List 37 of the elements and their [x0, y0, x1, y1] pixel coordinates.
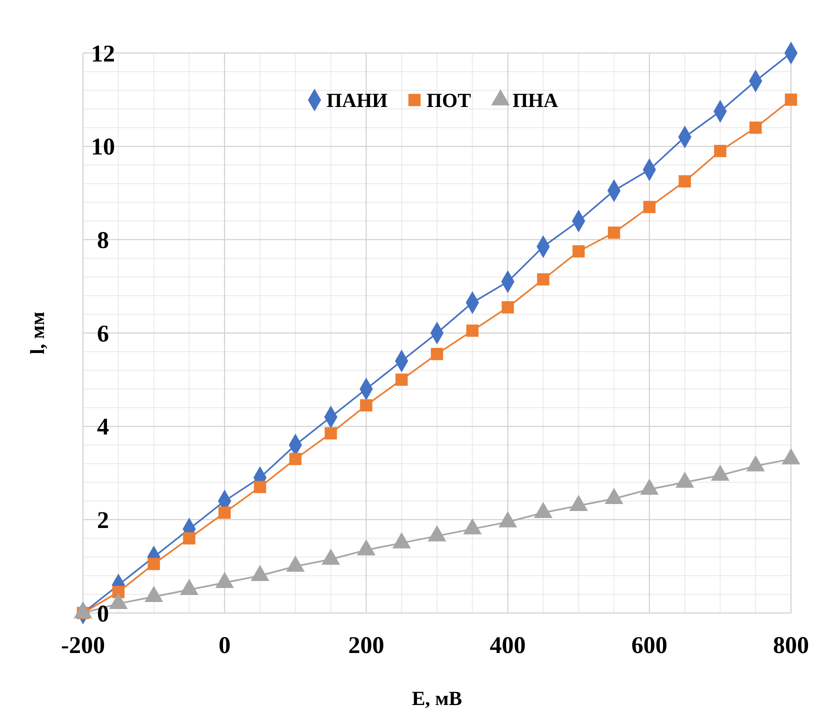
- point: [714, 144, 726, 158]
- legend-label: ПАНИ: [326, 90, 388, 112]
- point: [643, 200, 656, 214]
- point: [360, 399, 372, 412]
- x-tick-label: 0: [218, 633, 231, 659]
- point: [183, 532, 196, 544]
- point: [395, 374, 408, 386]
- x-tick-label: 200: [348, 633, 384, 659]
- x-tick-label: 600: [631, 633, 668, 659]
- point: [749, 122, 762, 134]
- legend-label: ПНА: [512, 90, 559, 112]
- point: [784, 94, 798, 106]
- x-tick-label: 400: [490, 633, 526, 659]
- point: [430, 348, 444, 360]
- point: [324, 427, 337, 440]
- y-axis-title: l, мм: [27, 312, 49, 354]
- y-tick-label: 6: [97, 321, 109, 348]
- y-tick-label: 12: [91, 41, 115, 68]
- point: [572, 245, 585, 258]
- point: [218, 506, 231, 519]
- point: [608, 226, 620, 239]
- x-axis-title: E, мВ: [412, 688, 462, 710]
- y-tick-label: 8: [97, 228, 109, 254]
- point: [148, 558, 160, 570]
- y-tick-label: 4: [97, 414, 109, 441]
- legend-label: ПОТ: [426, 90, 472, 112]
- point: [289, 452, 302, 466]
- x-tick-label: 800: [773, 633, 809, 659]
- point: [678, 175, 691, 188]
- y-tick-label: 10: [91, 134, 115, 161]
- x-tick-label: -200: [61, 633, 105, 659]
- point: [466, 324, 479, 337]
- y-tick-label: 2: [97, 508, 109, 534]
- point: [254, 480, 266, 494]
- point: [537, 273, 550, 286]
- y-tick-label: 0: [97, 601, 109, 628]
- point: [502, 301, 514, 314]
